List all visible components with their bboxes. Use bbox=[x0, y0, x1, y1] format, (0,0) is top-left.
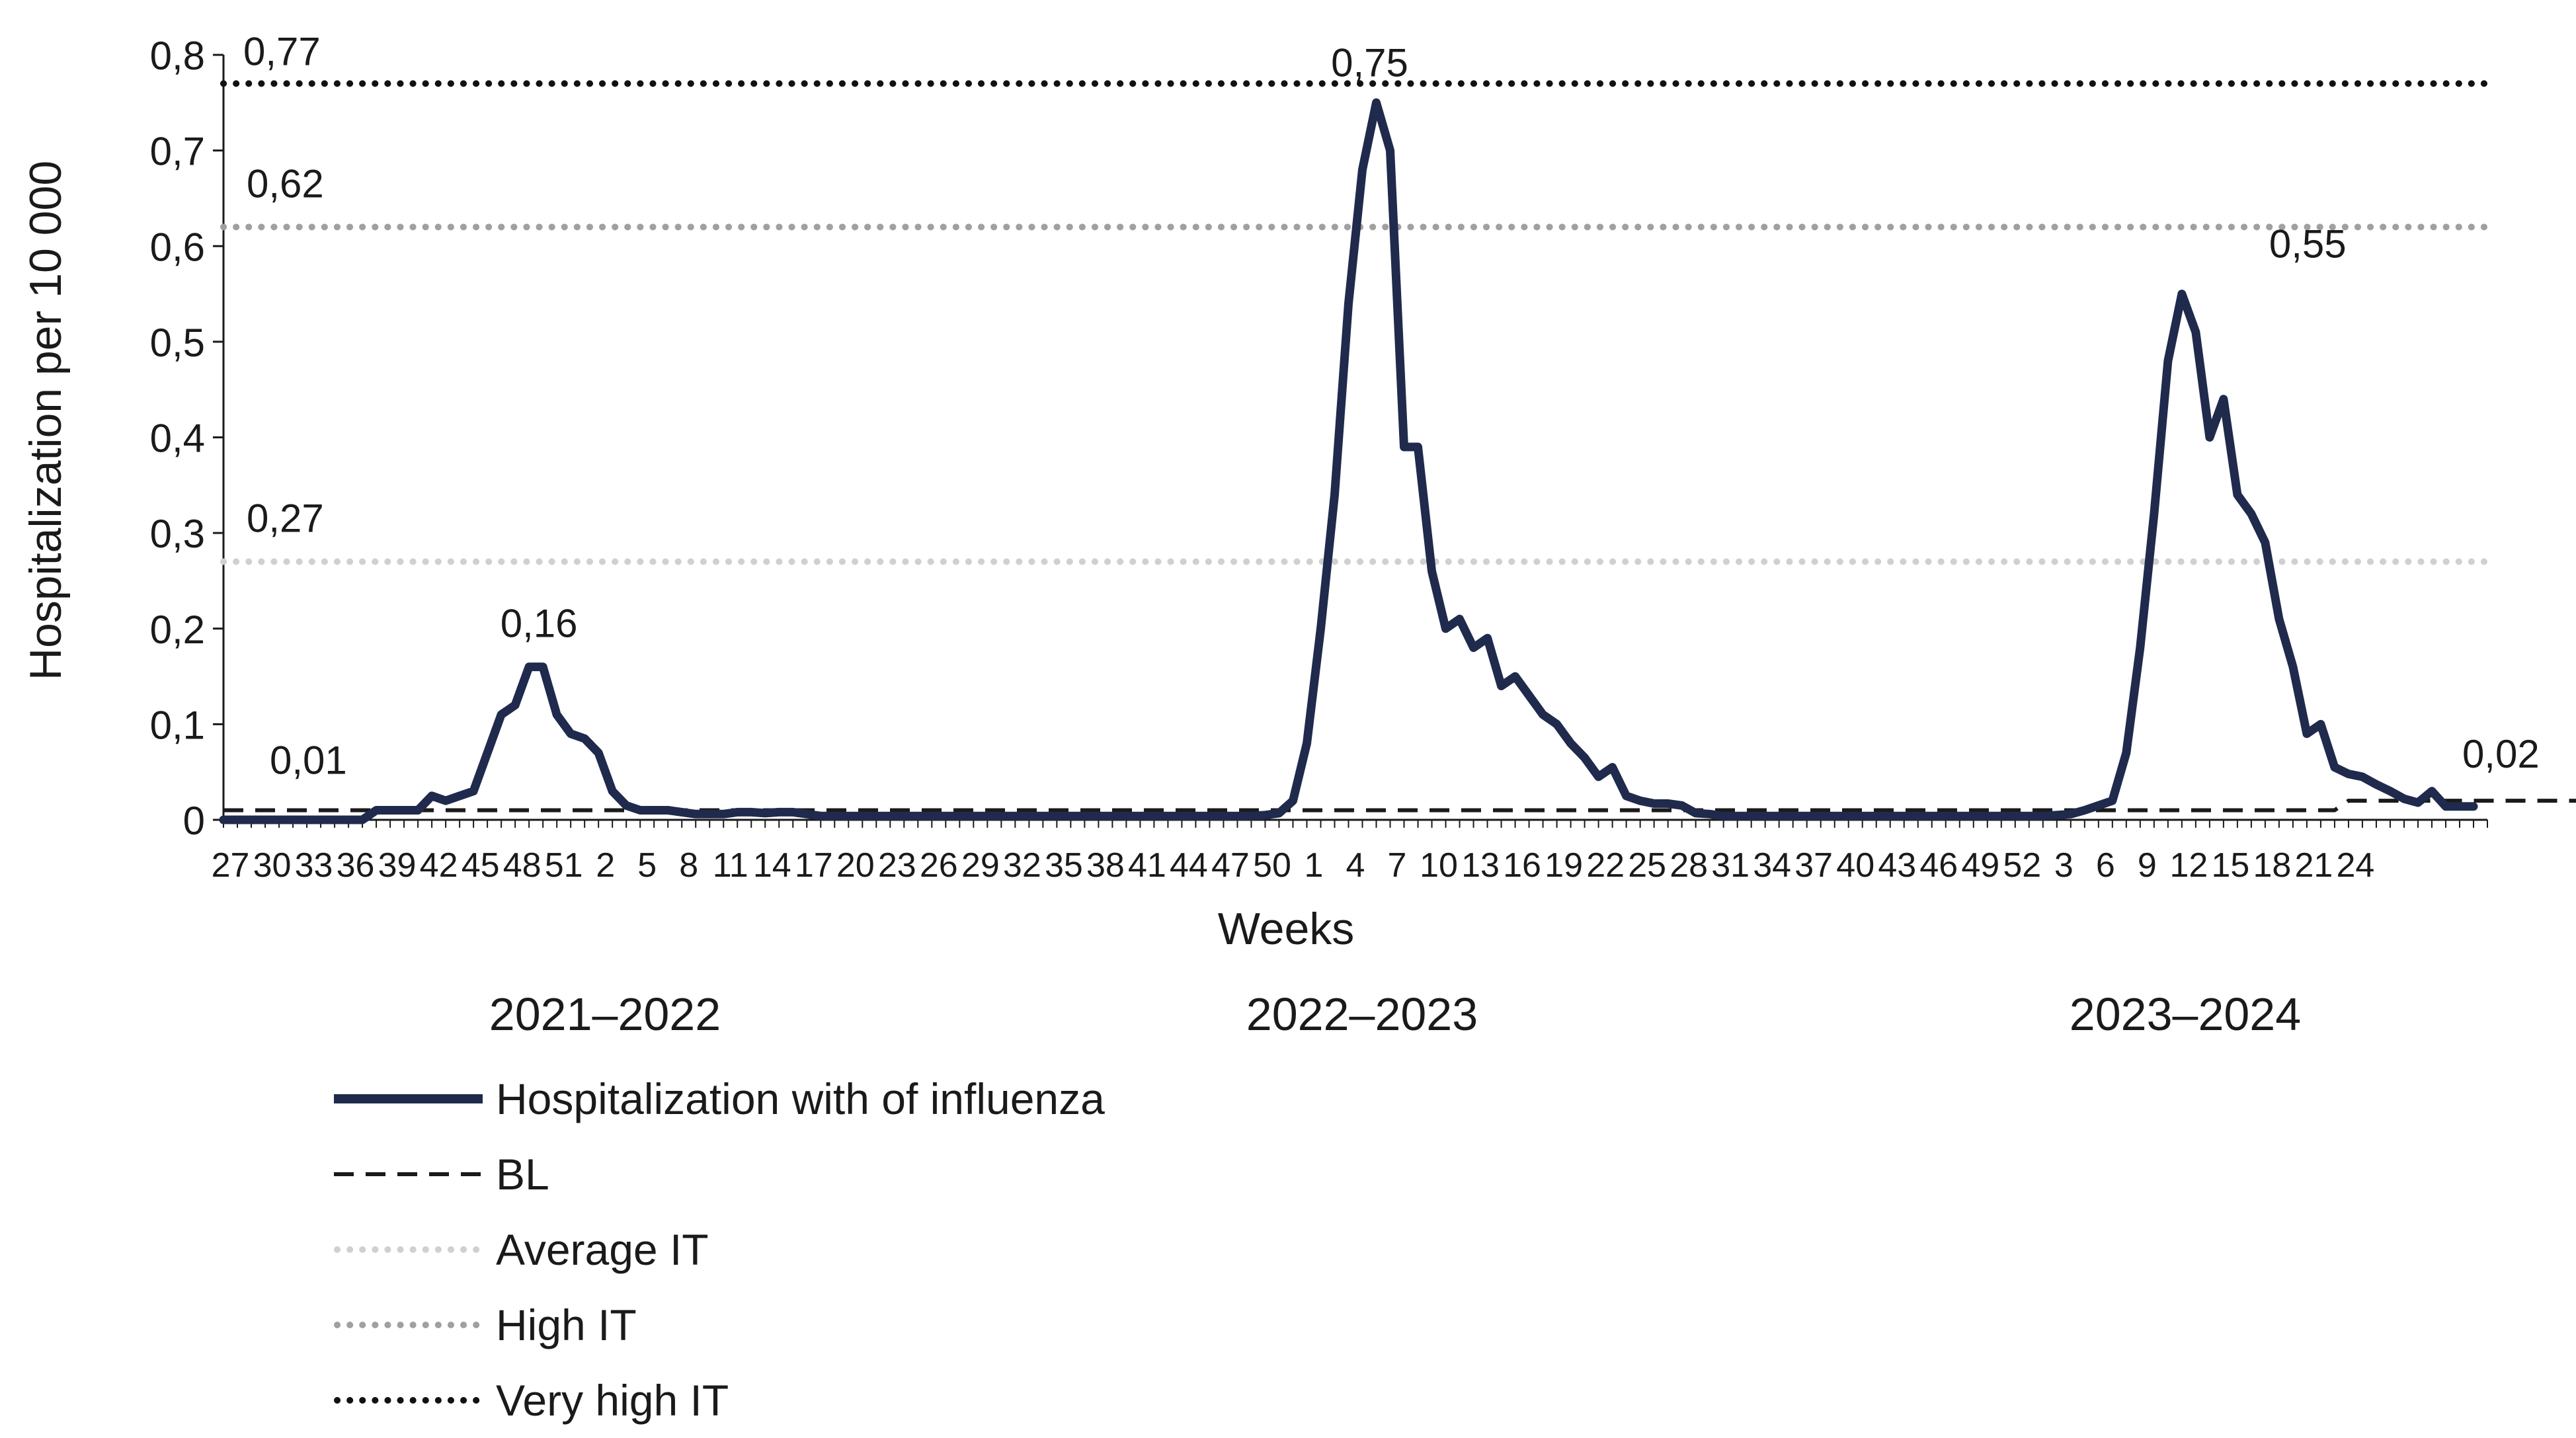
legend-item-hospitalization: Hospitalization with of influenza bbox=[334, 1061, 1105, 1137]
legend-item-average-it: Average IT bbox=[334, 1212, 1105, 1287]
plot-area: 00,10,20,30,40,50,60,70,827 30 33 36 39 42 45 4… bbox=[150, 29, 2576, 885]
x-tick-label: 8 bbox=[679, 846, 698, 885]
x-tick-label: 18 bbox=[2253, 846, 2291, 885]
data-label: 0,75 bbox=[1331, 40, 1408, 85]
x-tick-label: 15 bbox=[2211, 846, 2249, 885]
x-tick-label: 45 bbox=[462, 846, 500, 885]
data-label: 0,02 bbox=[2462, 732, 2540, 776]
hospitalization-line bbox=[219, 98, 2478, 824]
x-tick-label: 16 bbox=[1503, 846, 1541, 885]
x-tick-label: 25 bbox=[1628, 846, 1666, 885]
x-tick-label: 30 bbox=[253, 846, 292, 885]
x-tick-label: 50 bbox=[1253, 846, 1291, 885]
legend-label-hospitalization: Hospitalization with of influenza bbox=[496, 1074, 1105, 1123]
x-tick-label: 48 bbox=[503, 846, 542, 885]
data-label: 0,01 bbox=[270, 739, 347, 783]
x-tick-label: 19 bbox=[1545, 846, 1583, 885]
x-tick-label: 46 bbox=[1919, 846, 1958, 885]
legend-label-very-high-it: Very high IT bbox=[496, 1376, 729, 1425]
legend-swatch-very-high-it bbox=[334, 1397, 483, 1404]
x-tick-label: 9 bbox=[2138, 846, 2157, 885]
x-tick-label: 6 bbox=[2096, 846, 2115, 885]
legend-swatch-bl bbox=[334, 1172, 483, 1176]
season-label-2021-2022: 2021–2022 bbox=[489, 988, 721, 1040]
x-tick-label: 14 bbox=[753, 846, 791, 885]
y-tick-label: 0,7 bbox=[150, 130, 205, 174]
y-tick-label: 0,4 bbox=[150, 417, 205, 461]
legend-item-high-it: High IT bbox=[334, 1287, 1105, 1363]
x-tick-label: 22 bbox=[1586, 846, 1625, 885]
x-tick-label: 33 bbox=[295, 846, 333, 885]
x-tick-label: 11 bbox=[713, 846, 748, 885]
y-tick-label: 0,1 bbox=[150, 703, 205, 747]
legend-item-bl: BL bbox=[334, 1137, 1105, 1212]
x-tick-label: 4 bbox=[1346, 846, 1365, 885]
x-tick-label: 37 bbox=[1794, 846, 1833, 885]
x-axis-label: Weeks bbox=[1218, 904, 1355, 954]
x-tick-label: 13 bbox=[1461, 846, 1500, 885]
x-tick-label: 24 bbox=[2337, 846, 2375, 885]
x-tick-label: 51 bbox=[545, 846, 583, 885]
season-label-2023-2024: 2023–2024 bbox=[2070, 988, 2301, 1040]
data-label: 0,27 bbox=[247, 497, 324, 541]
x-tick-label: 32 bbox=[1003, 846, 1041, 885]
x-tick-label: 3 bbox=[2054, 846, 2073, 885]
x-tick-label: 12 bbox=[2169, 846, 2208, 885]
legend-swatch-hospitalization bbox=[334, 1094, 483, 1103]
legend-swatch-high-it bbox=[334, 1322, 483, 1328]
x-tick-label: 38 bbox=[1086, 846, 1125, 885]
x-tick-label: 44 bbox=[1170, 846, 1208, 885]
x-tick-label: 31 bbox=[1711, 846, 1750, 885]
data-label: 0,55 bbox=[2269, 222, 2347, 266]
legend-label-average-it: Average IT bbox=[496, 1225, 709, 1274]
x-tick-label: 41 bbox=[1128, 846, 1166, 885]
bl-line bbox=[223, 799, 2576, 813]
x-tick-label: 7 bbox=[1388, 846, 1407, 885]
x-tick-label: 23 bbox=[878, 846, 916, 885]
x-tick-label: 20 bbox=[836, 846, 875, 885]
x-tick-label: 21 bbox=[2295, 846, 2333, 885]
x-tick-label: 36 bbox=[337, 846, 375, 885]
x-tick-label: 28 bbox=[1670, 846, 1708, 885]
y-tick-label: 0,8 bbox=[150, 34, 205, 78]
x-tick-label: 49 bbox=[1961, 846, 1999, 885]
x-tick-label: 1 bbox=[1305, 846, 1324, 885]
legend-swatch-average-it bbox=[334, 1246, 483, 1253]
x-tick-label: 29 bbox=[961, 846, 1000, 885]
x-tick-label: 35 bbox=[1045, 846, 1083, 885]
y-tick-label: 0,2 bbox=[150, 608, 205, 652]
x-tick-label: 52 bbox=[2003, 846, 2041, 885]
y-tick-label: 0,5 bbox=[150, 321, 205, 365]
season-label-2022-2023: 2022–2023 bbox=[1246, 988, 1478, 1040]
y-axis-label: Hospitalization per 10 000 bbox=[20, 161, 71, 680]
x-tick-label: 26 bbox=[920, 846, 958, 885]
legend-label-high-it: High IT bbox=[496, 1300, 637, 1349]
x-tick-label: 47 bbox=[1211, 846, 1250, 885]
x-tick-label: 40 bbox=[1836, 846, 1874, 885]
data-label: 0,77 bbox=[243, 29, 321, 73]
legend-label-bl: BL bbox=[496, 1150, 549, 1199]
x-tick-label: 10 bbox=[1420, 846, 1458, 885]
x-tick-label: 34 bbox=[1753, 846, 1791, 885]
x-tick-label: 42 bbox=[420, 846, 458, 885]
legend: Hospitalization with of influenza BL Ave… bbox=[334, 1061, 1105, 1438]
data-label: 0,16 bbox=[501, 602, 578, 646]
x-tick-label: 17 bbox=[795, 846, 833, 885]
x-tick-label: 39 bbox=[378, 846, 417, 885]
y-tick-label: 0 bbox=[183, 799, 205, 843]
y-tick-label: 0,3 bbox=[150, 512, 205, 556]
x-tick-label: 2 bbox=[596, 846, 615, 885]
legend-item-very-high-it: Very high IT bbox=[334, 1363, 1105, 1438]
x-tick-label: 43 bbox=[1878, 846, 1916, 885]
data-label: 0,62 bbox=[247, 161, 324, 206]
y-tick-label: 0,6 bbox=[150, 225, 205, 269]
x-tick-label: 27 bbox=[212, 846, 250, 885]
x-tick-label: 5 bbox=[637, 846, 657, 885]
